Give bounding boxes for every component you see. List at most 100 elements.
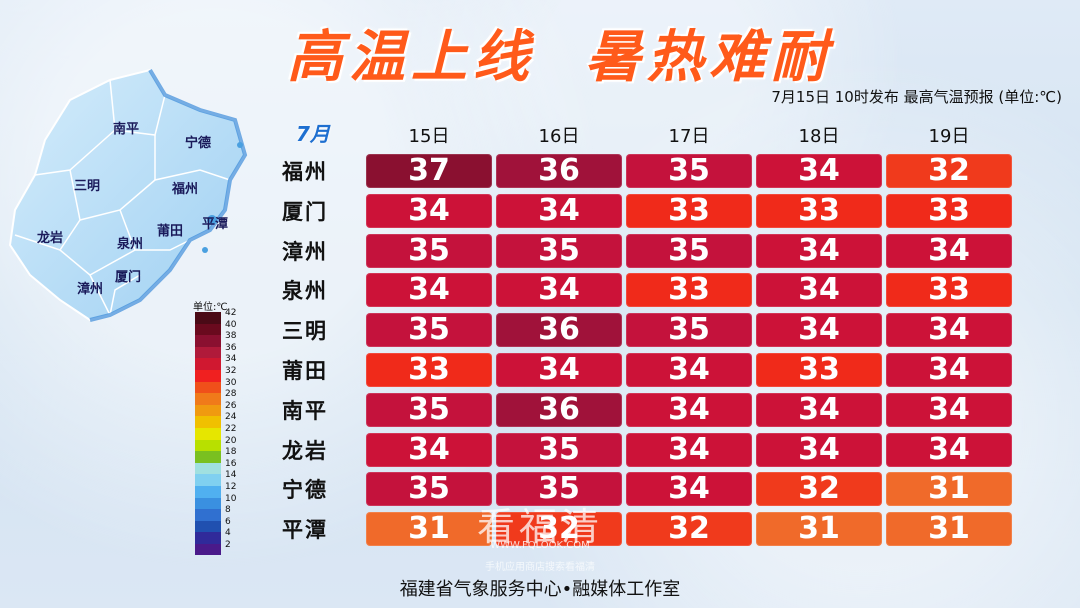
temperature-cell: 32 <box>626 512 752 547</box>
temperature-cell: 35 <box>366 472 492 507</box>
legend-swatch <box>195 451 221 463</box>
map-label-quanzhou: 泉州 <box>117 237 144 252</box>
temperature-cell: 34 <box>886 432 1012 467</box>
temperature-cell: 33 <box>626 193 752 228</box>
temperature-cell: 33 <box>626 273 752 308</box>
title-right: 暑热难耐 <box>585 25 833 90</box>
temperature-cell: 32 <box>756 472 882 507</box>
footer-source: 福建省气象服务中心•融媒体工作室 <box>399 579 681 600</box>
forecast-subtitle: 7月15日 10时发布 最高气温预报 (单位:℃) <box>771 88 1062 106</box>
legend-value: 18 <box>225 447 237 458</box>
legend-swatch <box>195 497 221 510</box>
legend-value: 6 <box>225 516 231 527</box>
temperature-cell: 34 <box>366 273 492 308</box>
temperature-cell: 31 <box>756 512 882 547</box>
temperature-cell: 35 <box>496 432 622 467</box>
legend-value: 40 <box>225 319 237 330</box>
temperature-cell: 37 <box>366 154 492 188</box>
legend-value: 2 <box>225 539 231 550</box>
temperature-cell: 34 <box>496 193 622 228</box>
legend-swatch <box>195 323 221 336</box>
temperature-cell: 36 <box>496 392 622 427</box>
legend-value: 12 <box>225 481 237 492</box>
legend-value: 28 <box>225 389 237 400</box>
legend-swatch <box>195 439 221 452</box>
temperature-cell: 33 <box>886 273 1012 308</box>
legend-swatch <box>195 509 221 521</box>
city-label: 福州 <box>282 160 328 184</box>
temperature-cell: 32 <box>496 512 622 547</box>
temperature-cell: 34 <box>756 233 882 268</box>
temperature-cell: 35 <box>366 233 492 268</box>
temperature-cell: 34 <box>626 392 752 427</box>
fujian-map: 南平 宁德 三明 福州 龙岩 泉州 莆田 平潭 漳州 厦门 <box>0 60 270 350</box>
legend-swatch <box>195 520 221 533</box>
city-label: 三明 <box>282 319 328 344</box>
legend-swatch <box>195 312 221 324</box>
legend-swatch <box>195 335 221 347</box>
legend-value: 22 <box>225 423 237 434</box>
legend-value: 4 <box>225 528 231 539</box>
day-header: 16日 <box>538 126 580 147</box>
legend-swatch <box>195 404 221 417</box>
temperature-cell: 32 <box>886 154 1012 188</box>
city-label: 宁德 <box>282 478 328 503</box>
temperature-cell: 34 <box>756 273 882 308</box>
temperature-cell: 34 <box>366 432 492 467</box>
day-header: 18日 <box>798 126 840 147</box>
day-header: 15日 <box>408 126 450 147</box>
legend-swatch <box>195 346 221 359</box>
page-title: 高温上线 暑热难耐 <box>0 12 1080 93</box>
temperature-cell: 31 <box>886 472 1012 507</box>
legend-color-bar <box>195 312 221 556</box>
temperature-cell: 36 <box>496 154 622 188</box>
temperature-cell: 34 <box>886 392 1012 427</box>
city-label: 南平 <box>282 398 328 423</box>
day-header: 19日 <box>928 126 970 147</box>
legend-value: 8 <box>225 505 231 516</box>
legend-values: 42 40 38 36 34 32 30 28 26 24 22 20 18 16 14 12 10 8 6 4 2 <box>225 308 236 551</box>
legend-swatch <box>195 532 221 544</box>
watermark-logo: 看福清 <box>476 505 603 549</box>
title-left: 高温上线 <box>287 25 535 90</box>
city-label: 厦门 <box>282 199 328 224</box>
map-label-nanping: 南平 <box>113 122 140 137</box>
legend-title: 单位:℃ <box>193 302 228 313</box>
legend-value: 36 <box>225 342 237 353</box>
temperature-cell: 35 <box>496 233 622 268</box>
temperature-cell: 34 <box>756 154 882 188</box>
map-label-longyan: 龙岩 <box>37 231 64 246</box>
temperature-legend: 单位:℃ 42 40 38 36 34 32 30 28 26 24 22 20 18 16 14 12 10 8… <box>193 298 253 556</box>
legend-swatch <box>195 369 221 382</box>
map-label-ningde: 宁德 <box>185 136 212 151</box>
city-label: 漳州 <box>282 239 328 264</box>
map-label-xiamen: 厦门 <box>115 270 142 285</box>
temperature-cell: 33 <box>756 353 882 387</box>
temperature-cell: 34 <box>756 313 882 348</box>
legend-swatch <box>195 381 221 394</box>
temperature-cell: 31 <box>886 512 1012 547</box>
temperature-cell: 35 <box>626 233 752 268</box>
legend-value: 34 <box>225 354 237 365</box>
legend-value: 42 <box>225 308 237 318</box>
month-label: 7月 <box>296 122 330 146</box>
watermark-subtext: 手机应用商店搜索看福清 <box>485 562 595 573</box>
temperature-cell: 35 <box>366 392 492 427</box>
legend-swatch <box>195 393 221 405</box>
legend-swatch <box>195 485 221 498</box>
map-label-pingtan: 平潭 <box>202 217 229 232</box>
temperature-cell: 33 <box>886 193 1012 228</box>
legend-swatch <box>195 427 221 440</box>
map-label-sanming: 三明 <box>74 179 101 194</box>
map-label-fuzhou: 福州 <box>172 182 199 197</box>
legend-value: 24 <box>225 412 237 423</box>
city-label: 龙岩 <box>282 438 328 463</box>
temperature-cell: 34 <box>756 392 882 427</box>
legend-value: 30 <box>225 377 237 388</box>
temperature-cell: 33 <box>756 193 882 228</box>
legend-swatch <box>195 474 221 486</box>
legend-swatch <box>195 543 221 556</box>
temperature-cell: 34 <box>886 233 1012 268</box>
city-label: 莆田 <box>282 359 328 383</box>
legend-swatch <box>195 358 221 370</box>
